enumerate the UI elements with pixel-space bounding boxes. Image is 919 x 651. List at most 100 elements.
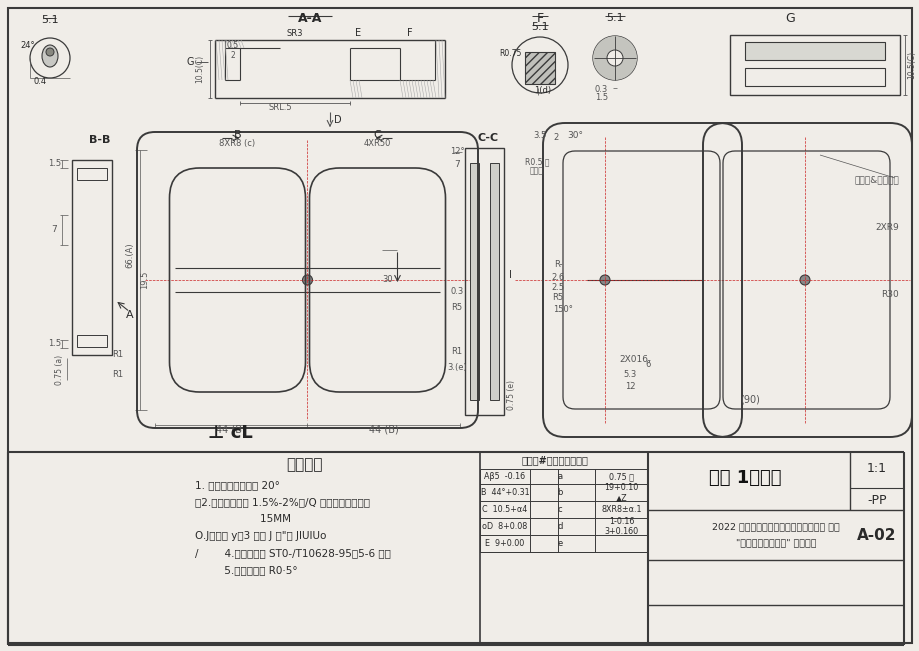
Text: 12°: 12° — [449, 148, 464, 156]
Text: 5.3: 5.3 — [623, 370, 636, 380]
Text: 19+0.10
▲Z: 19+0.10 ▲Z — [604, 483, 638, 502]
Text: 0.5: 0.5 — [227, 40, 239, 49]
Text: 1.5: 1.5 — [595, 94, 607, 102]
Text: 4XR50: 4XR50 — [363, 139, 391, 148]
Text: 0.4: 0.4 — [33, 77, 47, 87]
Text: 8XR8±α.1: 8XR8±α.1 — [601, 505, 641, 514]
Text: R1: R1 — [451, 348, 462, 357]
Text: 2.6: 2.6 — [550, 273, 564, 283]
Text: 2022 年全国职业院校技能大赛（中职名 称号: 2022 年全国职业院校技能大赛（中职名 称号 — [711, 523, 839, 531]
Text: 10.5(C): 10.5(C) — [906, 51, 915, 79]
Text: 点胶口&模具中心: 点胶口&模具中心 — [854, 176, 898, 184]
Text: I: I — [508, 270, 511, 280]
Text: 5.未注圆角为 R0·5°: 5.未注圆角为 R0·5° — [195, 565, 298, 575]
Text: 1:1: 1:1 — [866, 462, 886, 475]
Text: 19.5: 19.5 — [141, 271, 149, 289]
Text: 3.5: 3.5 — [533, 130, 546, 139]
Circle shape — [607, 50, 622, 66]
Text: B: B — [233, 130, 241, 140]
Text: 1-0.16
3+0.160: 1-0.16 3+0.160 — [604, 517, 638, 536]
Text: O.J口口口 y＋3 刃至 J デ"力 JIUIUo: O.J口口口 y＋3 刃至 J デ"力 JIUIUo — [195, 531, 326, 541]
Circle shape — [46, 48, 54, 56]
Text: 尺寸（#）的公差数值表: 尺寸（#）的公差数值表 — [521, 455, 588, 465]
Text: 0.75 (a): 0.75 (a) — [55, 355, 64, 385]
Text: 0.3: 0.3 — [595, 85, 607, 94]
Bar — [744, 68, 884, 86]
Bar — [525, 52, 554, 84]
Text: B  44°+0.31: B 44°+0.31 — [480, 488, 528, 497]
Text: 0.75 覆: 0.75 覆 — [608, 472, 633, 481]
Text: SR3: SR3 — [287, 29, 303, 38]
Text: R5: R5 — [551, 294, 563, 303]
Text: SRL.5: SRL.5 — [268, 102, 291, 111]
Text: R1: R1 — [112, 370, 123, 380]
Bar — [744, 42, 884, 60]
Text: "现代模具制造技术" 赛项赛题: "现代模具制造技术" 赛项赛题 — [735, 538, 815, 547]
Text: E  9+0.00: E 9+0.00 — [485, 539, 524, 548]
Text: 8XR8 (c): 8XR8 (c) — [220, 139, 255, 148]
Text: (90): (90) — [739, 395, 759, 405]
Text: F: F — [407, 28, 413, 38]
Text: F: F — [536, 12, 543, 25]
Text: e: e — [557, 539, 562, 548]
Bar — [470, 163, 479, 400]
Text: c: c — [557, 505, 562, 514]
Bar — [77, 335, 107, 347]
Text: Aβ5  -0.16: Aβ5 -0.16 — [484, 472, 525, 481]
Text: R-: R- — [553, 260, 562, 270]
Text: E: E — [355, 28, 360, 38]
Text: A-A: A-A — [298, 12, 322, 25]
Text: 0.3: 0.3 — [450, 288, 463, 296]
Text: 1.5: 1.5 — [49, 340, 62, 348]
Text: C-C: C-C — [477, 133, 498, 143]
Text: 12: 12 — [624, 383, 634, 391]
Text: 技术要求: 技术要求 — [287, 458, 323, 473]
Text: R0.5 字: R0.5 字 — [524, 158, 549, 167]
Circle shape — [599, 275, 609, 285]
Text: -PP: -PP — [867, 493, 886, 506]
Text: 30°: 30° — [566, 130, 583, 139]
Text: D: D — [334, 115, 342, 125]
Text: ⊥ cL: ⊥ cL — [208, 424, 252, 442]
Text: A: A — [126, 310, 133, 320]
Text: 1. 产品的拔模斜度为 20°: 1. 产品的拔模斜度为 20° — [195, 480, 279, 490]
Text: R1: R1 — [112, 350, 123, 359]
Text: 1.5: 1.5 — [49, 159, 62, 169]
Text: 5:1: 5:1 — [41, 15, 59, 25]
Bar — [77, 168, 107, 180]
Text: 15MM: 15MM — [195, 514, 290, 524]
Text: 7: 7 — [51, 225, 57, 234]
Text: 5:1: 5:1 — [606, 13, 623, 23]
Circle shape — [302, 275, 312, 285]
Text: d: d — [557, 522, 562, 531]
Text: a: a — [557, 472, 562, 481]
Text: 体圆柱: 体圆柱 — [529, 167, 543, 176]
Text: 7: 7 — [454, 161, 460, 169]
Text: G: G — [186, 57, 194, 67]
Bar — [490, 163, 498, 400]
Text: 附图 1：收纳: 附图 1：收纳 — [708, 469, 780, 487]
Ellipse shape — [42, 45, 58, 67]
Text: B-B: B-B — [89, 135, 110, 145]
Text: R30: R30 — [880, 290, 898, 299]
Text: A-02: A-02 — [857, 527, 896, 542]
Text: 66.(A): 66.(A) — [125, 242, 134, 268]
Text: 30: 30 — [381, 275, 392, 284]
Text: 、2.产品缩水率为 1.5%-2%。/Q 产品的平均壁重为: 、2.产品缩水率为 1.5%-2%。/Q 产品的平均壁重为 — [195, 497, 369, 507]
Text: 2: 2 — [552, 133, 558, 143]
Text: 2X016,: 2X016, — [618, 355, 650, 365]
Text: C  10.5+α4: C 10.5+α4 — [482, 505, 528, 514]
Text: 2XR9: 2XR9 — [874, 223, 898, 232]
Text: 1(d): 1(d) — [534, 85, 551, 94]
Text: 150°: 150° — [552, 305, 573, 314]
Text: 3.(e): 3.(e) — [447, 363, 466, 372]
Bar — [729, 35, 899, 95]
Text: 2: 2 — [231, 51, 235, 59]
Text: /        4.未注公差按 ST0-/T10628-95（5-6 级）: / 4.未注公差按 ST0-/T10628-95（5-6 级） — [195, 548, 391, 558]
Text: 0.75 (e): 0.75 (e) — [507, 380, 516, 410]
Text: 10.5(C): 10.5(C) — [196, 55, 204, 83]
Text: R0.75: R0.75 — [499, 49, 521, 57]
Text: G: G — [784, 12, 794, 25]
Text: oD  8+0.08: oD 8+0.08 — [482, 522, 528, 531]
Bar — [464, 148, 504, 415]
